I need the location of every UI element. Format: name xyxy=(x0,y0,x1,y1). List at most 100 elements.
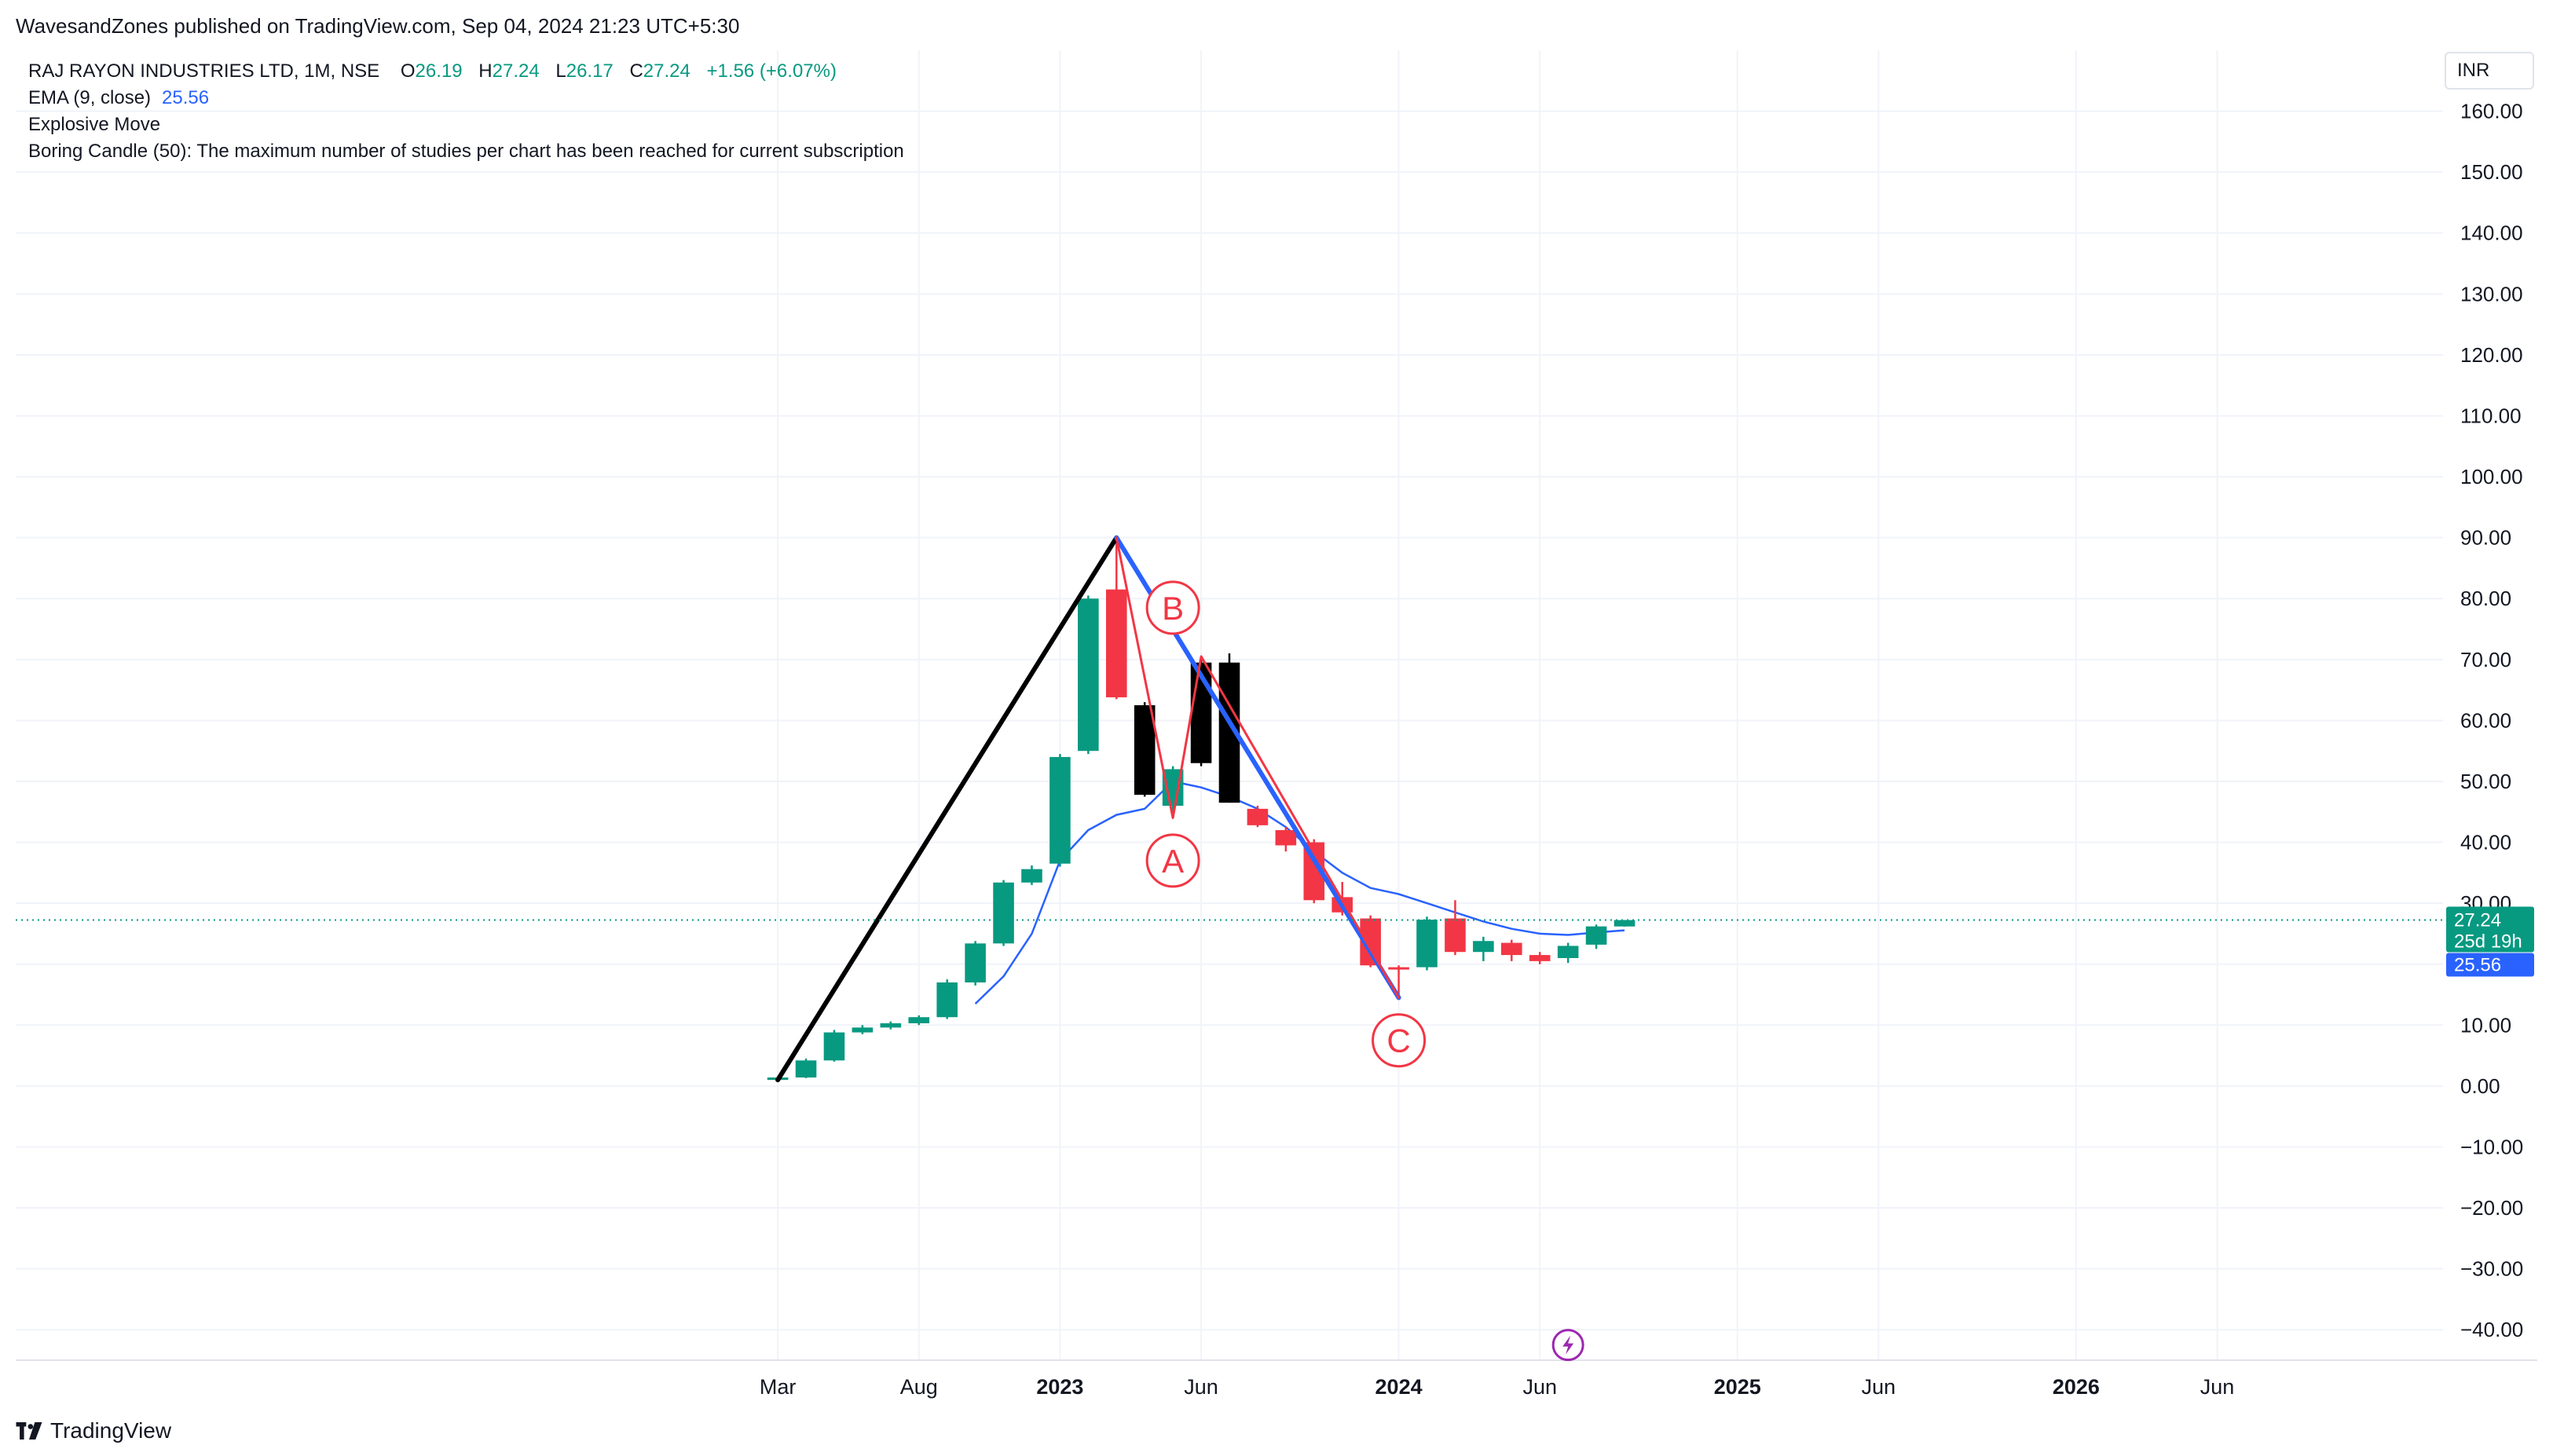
wave-label: C xyxy=(1372,1013,1427,1068)
y-tick-label: 90.00 xyxy=(2460,526,2511,550)
lightning-icon-bolt xyxy=(1562,1335,1574,1355)
candle-body xyxy=(1445,918,1466,953)
candle-body xyxy=(965,943,986,982)
ema-legend-label[interactable]: EMA (9, close) xyxy=(28,87,152,108)
candle-body xyxy=(1078,598,1099,752)
candle xyxy=(795,1058,817,1078)
candle xyxy=(908,1015,930,1026)
explosive-move-label[interactable]: Explosive Move xyxy=(28,114,161,135)
ohlc-close-value: 27.24 xyxy=(643,60,690,82)
candle xyxy=(1501,939,1522,961)
symbol-title[interactable]: RAJ RAYON INDUSTRIES LTD, 1M, NSE xyxy=(28,60,380,82)
price-axis[interactable]: 160.00 150.00 140.00 130.00 120.00 110.00 100.… xyxy=(2460,100,2523,1342)
ohlc-low-label: L xyxy=(555,60,566,82)
footer-brand[interactable]: TradingView xyxy=(16,1418,171,1443)
y-tick-label: 160.00 xyxy=(2460,100,2523,123)
y-tick-label: 150.00 xyxy=(2460,160,2523,184)
candle xyxy=(965,941,986,986)
candle-body xyxy=(936,982,958,1018)
candle xyxy=(1529,952,1551,964)
candle-body xyxy=(1388,967,1409,970)
x-tick-label: Jun xyxy=(1862,1375,1896,1399)
ohlc-low-value: 26.17 xyxy=(566,60,614,82)
wave-line xyxy=(1115,536,1401,999)
candle-body xyxy=(795,1060,817,1078)
candle xyxy=(823,1030,845,1062)
wave-label-text: B xyxy=(1162,590,1184,627)
ema-series[interactable] xyxy=(974,780,1625,1004)
x-tick-label: Jun xyxy=(1522,1375,1557,1399)
lightning-icon xyxy=(1551,1329,1584,1362)
currency-selector[interactable]: INR xyxy=(2445,52,2534,90)
candle-countdown: 25d 19h xyxy=(2454,931,2522,953)
y-tick-label: 140.00 xyxy=(2460,221,2523,245)
ema-badge-value: 25.56 xyxy=(2454,955,2501,976)
wave-label-circle xyxy=(1145,833,1200,888)
wave-label: A xyxy=(1145,833,1200,888)
candle-body xyxy=(1473,941,1494,953)
boring-candle-legend-row[interactable]: Boring Candle (50): The maximum number o… xyxy=(28,138,904,165)
event-markers[interactable] xyxy=(1551,1329,1584,1362)
ohlc-high-value: 27.24 xyxy=(492,60,540,82)
candle xyxy=(1613,920,1635,927)
time-axis[interactable]: Mar Aug 2023 Jun 2024 Jun 2025 Jun 2026 Jun xyxy=(760,1375,2234,1399)
candle xyxy=(1105,537,1127,700)
candle xyxy=(1078,595,1099,755)
wave-label-text: A xyxy=(1162,843,1184,880)
candle-body xyxy=(1529,955,1551,961)
y-tick-label: 100.00 xyxy=(2460,465,2523,488)
y-tick-label: 120.00 xyxy=(2460,343,2523,367)
y-tick-label: 10.00 xyxy=(2460,1013,2511,1037)
candle xyxy=(1247,806,1269,828)
ema-legend-value: 25.56 xyxy=(162,87,210,108)
y-tick-label: 130.00 xyxy=(2460,282,2523,305)
last-price-badge xyxy=(2446,906,2534,953)
candle-body xyxy=(1501,942,1522,956)
candle xyxy=(1134,702,1156,797)
candle xyxy=(1388,965,1409,998)
symbol-legend-row[interactable]: RAJ RAYON INDUSTRIES LTD, 1M, NSE O26.19… xyxy=(28,58,904,85)
x-tick-label: 2023 xyxy=(1036,1375,1083,1399)
ema-line xyxy=(974,780,1625,1004)
boring-candle-label[interactable]: Boring Candle (50): The maximum number o… xyxy=(28,141,904,162)
ema-price-badge xyxy=(2446,953,2534,977)
candle-body xyxy=(1049,756,1071,864)
ohlc-open-label: O xyxy=(400,60,416,82)
candle-body xyxy=(1105,589,1127,697)
y-tick-label: 0.00 xyxy=(2460,1074,2500,1098)
y-tick-label: 110.00 xyxy=(2460,404,2522,427)
candle-body xyxy=(852,1027,874,1033)
candle xyxy=(1275,827,1297,852)
candle-body xyxy=(908,1017,930,1023)
y-tick-label: 50.00 xyxy=(2460,770,2511,793)
x-tick-label: Mar xyxy=(760,1375,797,1399)
candle-body xyxy=(1585,926,1607,945)
y-tick-label: 40.00 xyxy=(2460,831,2511,854)
candle-body xyxy=(1134,705,1156,796)
y-tick-label: −20.00 xyxy=(2460,1196,2523,1220)
ohlc-high-label: H xyxy=(478,60,493,82)
x-tick-label: 2026 xyxy=(2053,1375,2100,1399)
ema-legend-row[interactable]: EMA (9, close) 25.56 xyxy=(28,85,904,112)
y-tick-label: 80.00 xyxy=(2460,587,2511,610)
candle xyxy=(1445,900,1466,956)
wave-label-text: C xyxy=(1386,1022,1410,1059)
price-chart[interactable]: Mar Aug 2023 Jun 2024 Jun 2025 Jun 2026 Jun 160.0… xyxy=(0,0,2553,1414)
candle xyxy=(1049,754,1071,867)
candle xyxy=(993,880,1014,946)
y-tick-label: 70.00 xyxy=(2460,648,2511,671)
candle-body xyxy=(1557,946,1579,958)
candle xyxy=(1360,915,1381,968)
candle xyxy=(852,1025,874,1034)
y-tick-label: −40.00 xyxy=(2460,1318,2523,1341)
tradingview-logo-icon xyxy=(16,1422,42,1440)
ohlc-close-label: C xyxy=(629,60,643,82)
wave-label: B xyxy=(1145,580,1200,635)
wave-labels[interactable]: A B C xyxy=(1145,580,1427,1068)
candle-body xyxy=(1275,830,1297,846)
explosive-move-legend-row[interactable]: Explosive Move xyxy=(28,112,904,138)
last-price-value: 27.24 xyxy=(2454,910,2501,931)
candle xyxy=(1190,656,1212,766)
candles[interactable] xyxy=(767,537,1635,1081)
